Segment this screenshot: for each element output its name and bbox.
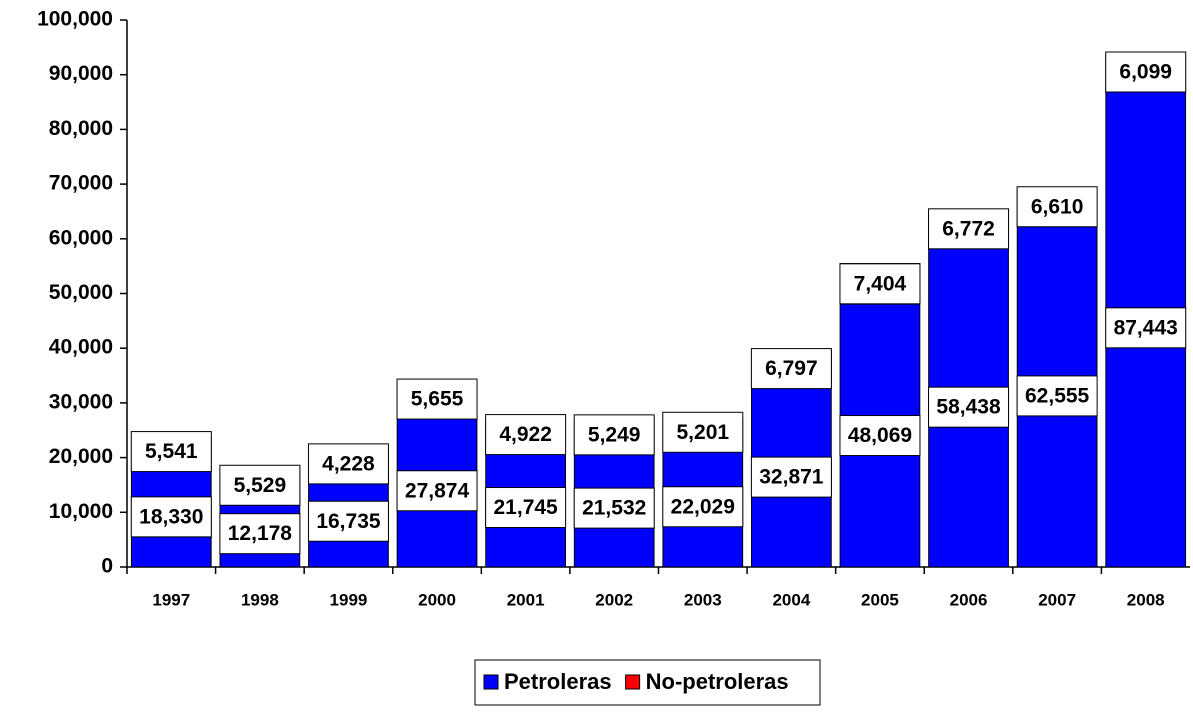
- value-label: 27,874: [405, 479, 470, 502]
- value-label-box: [1016, 375, 1098, 417]
- value-label: 62,555: [1025, 384, 1090, 407]
- value-label-box: [485, 414, 567, 456]
- value-label-box: [573, 414, 655, 456]
- value-label: 18,330: [139, 505, 203, 528]
- y-tick-label: 50,000: [49, 281, 113, 304]
- y-tick-label: 90,000: [49, 62, 113, 85]
- value-label-box: [219, 464, 301, 506]
- value-label: 4,922: [499, 423, 552, 446]
- x-tick-label: 1998: [241, 590, 279, 609]
- value-label-box: [662, 411, 744, 453]
- y-tick-label: 70,000: [49, 172, 113, 195]
- y-tick-label: 10,000: [49, 500, 113, 523]
- value-label-box: [396, 378, 478, 420]
- x-tick-label: 2004: [772, 590, 810, 609]
- value-label: 16,735: [316, 510, 381, 533]
- value-label: 6,772: [942, 217, 995, 240]
- value-label-box: [130, 431, 212, 473]
- value-label-box: [485, 487, 567, 529]
- x-tick-label: 1999: [330, 590, 368, 609]
- value-label-box: [750, 348, 832, 390]
- value-label-box: [1016, 186, 1098, 228]
- value-label-box: [307, 500, 389, 542]
- value-label: 21,532: [582, 497, 646, 520]
- value-label: 6,610: [1031, 195, 1084, 218]
- legend-box: [474, 659, 821, 706]
- x-tick-label: 2007: [1038, 590, 1076, 609]
- y-tick-label: 40,000: [49, 336, 113, 359]
- value-label-box: [1105, 307, 1187, 349]
- y-tick-label: 20,000: [49, 445, 113, 468]
- y-tick-label: 80,000: [49, 117, 113, 140]
- value-label: 21,745: [494, 496, 559, 519]
- value-label-box: [130, 496, 212, 538]
- value-label: 5,655: [411, 388, 464, 411]
- value-label-box: [928, 208, 1010, 250]
- value-label-box: [396, 470, 478, 512]
- x-tick-label: 2003: [684, 590, 722, 609]
- legend-label: Petroleras: [504, 669, 612, 694]
- x-tick-label: 2001: [507, 590, 545, 609]
- x-tick-label: 2005: [861, 590, 899, 609]
- value-label: 4,228: [322, 452, 375, 475]
- value-label-box: [839, 415, 921, 457]
- value-label: 58,438: [936, 396, 1001, 419]
- y-tick-label: 100,000: [37, 8, 113, 31]
- value-label: 5,541: [145, 440, 198, 463]
- value-label-box: [662, 486, 744, 528]
- value-label: 48,069: [848, 424, 912, 447]
- value-label: 6,099: [1119, 61, 1172, 84]
- value-label: 87,443: [1114, 316, 1178, 339]
- value-label: 5,529: [234, 474, 287, 497]
- y-tick-label: 30,000: [49, 390, 113, 413]
- value-label: 6,797: [765, 357, 818, 380]
- legend-label: No-petroleras: [646, 669, 789, 694]
- x-tick-label: 2006: [950, 590, 988, 609]
- value-label: 22,029: [671, 495, 735, 518]
- value-label-box: [219, 513, 301, 555]
- value-label-box: [573, 487, 655, 529]
- value-label: 7,404: [854, 272, 907, 295]
- legend-swatch: [483, 674, 499, 690]
- value-label: 32,871: [759, 466, 824, 489]
- value-label-box: [839, 263, 921, 305]
- value-label-box: [928, 386, 1010, 428]
- x-tick-label: 1997: [152, 590, 190, 609]
- value-label: 12,178: [228, 522, 293, 545]
- value-label: 5,201: [677, 421, 730, 444]
- value-label-box: [1105, 51, 1187, 93]
- x-tick-label: 2008: [1127, 590, 1165, 609]
- value-label-box: [750, 456, 832, 498]
- y-tick-label: 0: [101, 555, 113, 578]
- x-tick-label: 2002: [595, 590, 633, 609]
- value-label: 5,249: [588, 423, 641, 446]
- x-tick-label: 2000: [418, 590, 456, 609]
- y-tick-label: 60,000: [49, 226, 113, 249]
- value-label-box: [307, 443, 389, 485]
- legend-swatch: [625, 674, 641, 690]
